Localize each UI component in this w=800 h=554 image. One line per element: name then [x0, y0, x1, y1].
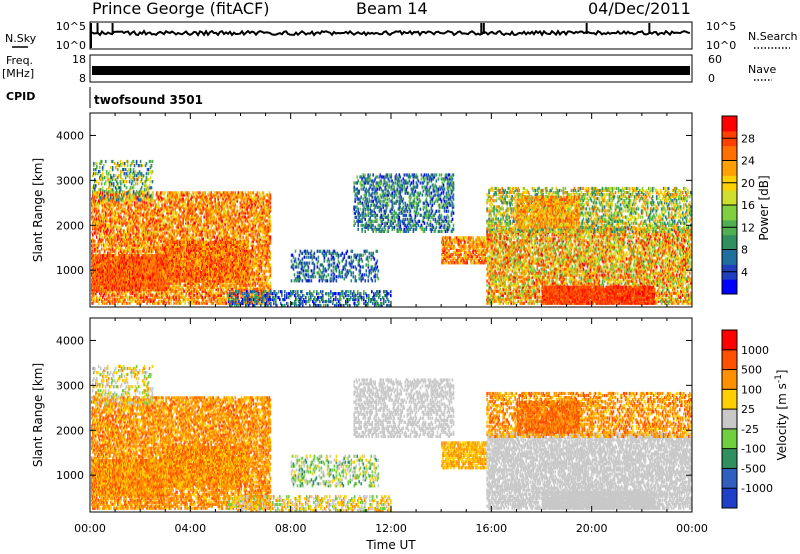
power-cell: [135, 242, 137, 245]
power-cell: [119, 292, 121, 295]
nsky-label: N.Sky: [5, 32, 37, 45]
power-cell: [98, 205, 100, 208]
power-cell: [94, 244, 96, 247]
power-cell: [99, 250, 101, 253]
power-cell: [102, 236, 104, 239]
power-cell: [110, 233, 112, 236]
power-cell: [118, 201, 120, 204]
freq-right-tick-top: 60: [708, 53, 722, 66]
power-cell: [131, 209, 133, 212]
nsearch-label: N.Search: [748, 30, 798, 43]
power-cell: [129, 246, 131, 249]
power-cell: [97, 236, 99, 239]
power-cell: [104, 250, 106, 253]
power-cell: [92, 225, 94, 228]
power-cell: [106, 248, 108, 251]
power-heatmap: [91, 160, 692, 307]
power-cell: [127, 296, 129, 299]
power-cell: [127, 302, 129, 305]
power-cell: [101, 244, 103, 247]
power-cell: [96, 296, 98, 299]
power-cell: [98, 302, 100, 305]
station-title: Prince George (fitACF): [92, 0, 270, 18]
cpid-label: CPID: [6, 90, 35, 103]
power-cell: [101, 248, 103, 251]
power-cell: [101, 231, 103, 234]
freq-right-tick-bottom: 0: [708, 72, 715, 85]
power-cell: [123, 215, 125, 218]
power-cell: [92, 250, 94, 253]
power-cell: [134, 229, 136, 232]
noise-right-tick-top: 10^5: [706, 20, 736, 33]
noise-right-tick-bottom: 10^0: [706, 39, 736, 52]
power-cell: [98, 209, 100, 212]
power-cell: [97, 250, 99, 253]
date-title: 04/Dec/2011: [588, 0, 691, 18]
noise-left-tick-top: 10^5: [56, 20, 86, 33]
power-cell: [108, 223, 110, 226]
cpid-value: twofsound 3501: [94, 93, 203, 107]
power-cell: [122, 296, 124, 299]
freq-trace-band: [92, 66, 690, 75]
power-cell: [110, 193, 112, 196]
freq-unit-label: [MHz]: [2, 67, 34, 80]
power-cell: [117, 225, 119, 228]
freq-left-tick-top: 18: [72, 53, 86, 66]
power-cell: [121, 229, 123, 232]
power-cell: [129, 211, 131, 214]
freq-label: Freq.: [6, 54, 33, 67]
power-cell: [111, 207, 113, 210]
power-cell: [121, 203, 123, 206]
power-cell: [104, 298, 106, 301]
nave-label: Nave: [748, 63, 776, 76]
noise-left-tick-bottom: 10^0: [56, 39, 86, 52]
power-cell: [94, 240, 96, 243]
power-cell: [131, 203, 133, 206]
power-cell: [109, 296, 111, 299]
power-cell: [106, 223, 108, 226]
beam-title: Beam 14: [356, 0, 428, 18]
freq-left-tick-bottom: 8: [79, 72, 86, 85]
